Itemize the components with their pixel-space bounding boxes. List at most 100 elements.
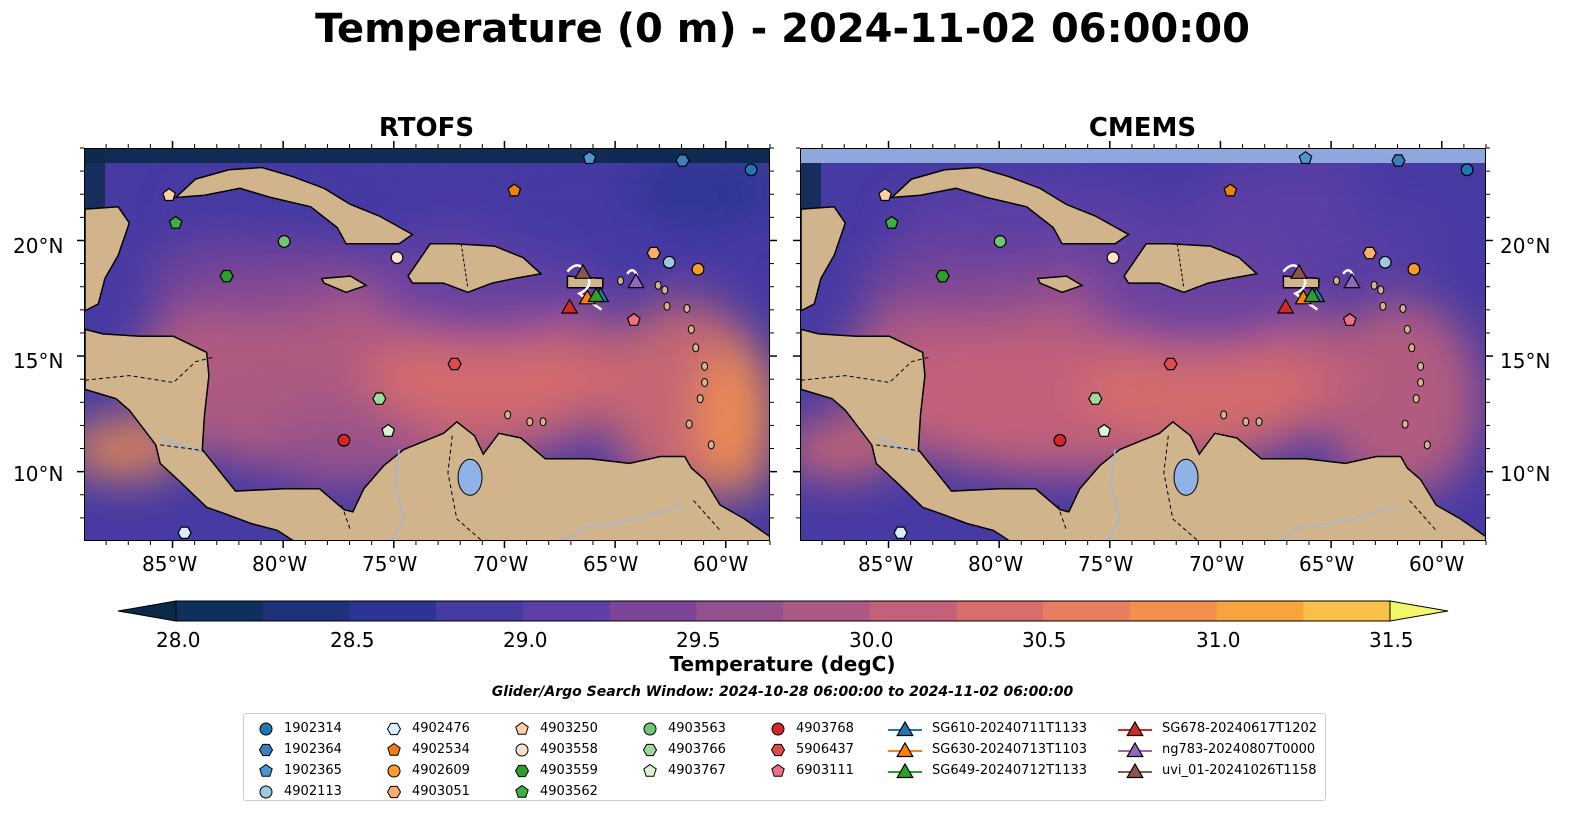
lon-tick-60w: 60°W [693, 552, 749, 576]
legend-item: SG610-20240711T1133 [886, 718, 1087, 739]
legend-label: 4902534 [412, 742, 470, 757]
colorbar-segment [262, 601, 350, 621]
map-rtofs [84, 148, 770, 541]
pentagon-marker-icon [259, 763, 273, 777]
legend-label: 6903111 [796, 763, 854, 778]
island [1333, 276, 1341, 286]
argo-float-1902314 [744, 163, 758, 177]
land-yucatan [801, 206, 847, 312]
argo-float-1902364 [675, 154, 690, 167]
legend-item: 4903767 [640, 760, 726, 781]
legend-label: SG678-20240617T1202 [1162, 721, 1318, 736]
island [1423, 440, 1431, 450]
argo-float-4902476 [893, 526, 908, 539]
colorbar-segment [1043, 601, 1131, 621]
legend-label: 4903250 [540, 721, 598, 736]
hexagon-marker-icon [514, 764, 530, 777]
glider-SG649-20240712T1133 [1303, 286, 1322, 303]
legend-item: 5906437 [768, 739, 854, 760]
glider-ng783-20240807T0000 [1343, 272, 1361, 289]
hexagon-marker-icon [642, 743, 658, 756]
colorbar-label: Temperature (degC) [669, 652, 896, 676]
circle-marker-icon [515, 743, 529, 756]
river [1278, 504, 1399, 540]
island [1417, 361, 1425, 371]
argo-float-5906437 [447, 357, 462, 371]
colorbar-segment [436, 601, 524, 621]
argo-float-4903562 [884, 215, 899, 229]
legend-label: ng783-20240807T0000 [1162, 742, 1316, 757]
colorbar-segment [869, 601, 957, 621]
argo-float-4903766 [372, 392, 387, 405]
pentagon-marker-icon [643, 763, 657, 777]
pentagon-marker-icon [515, 721, 529, 735]
glider-legend-icon [1118, 741, 1152, 757]
argo-float-4903563 [993, 235, 1007, 248]
legend-label: 4902476 [412, 721, 470, 736]
legend-label: 4902609 [412, 763, 470, 778]
legend-item: 1902365 [256, 760, 342, 781]
lat-tick-10n: 10°N [1500, 462, 1551, 486]
land-central [85, 328, 769, 540]
legend-item: 6903111 [768, 760, 854, 781]
hexagon-marker-icon [386, 722, 402, 735]
legend-label: SG630-20240713T1103 [932, 742, 1088, 757]
argo-float-4902113 [662, 255, 676, 269]
legend-item: 4903558 [512, 739, 598, 760]
lon-tick-85w: 85°W [858, 552, 914, 576]
colorbar-segment [522, 601, 611, 621]
glider-ng783-20240807T0000 [627, 272, 645, 289]
lake-maracaibo [1173, 458, 1199, 496]
land-cuba [889, 166, 1130, 245]
argo-float-4903559 [219, 269, 234, 283]
argo-float-4902113 [1378, 255, 1392, 269]
island [1401, 419, 1409, 429]
panel-title-rtofs: RTOFS [378, 113, 475, 143]
island [707, 440, 715, 450]
island [504, 410, 512, 420]
legend-label: SG649-20240712T1133 [932, 763, 1088, 778]
legend-item: SG678-20240617T1202 [1116, 718, 1317, 739]
legend-label: 4903562 [540, 784, 598, 799]
colorbar-frame [175, 600, 1391, 622]
island [1379, 301, 1387, 311]
colorbar-segment [1129, 601, 1218, 621]
island [696, 394, 704, 404]
search-window-caption: Glider/Argo Search Window: 2024-10-28 06… [491, 684, 1074, 700]
argo-float-5906437 [1163, 357, 1178, 371]
legend-column: 4903768 5906437 6903111 [768, 718, 854, 781]
land-yucatan [85, 206, 131, 312]
legend-label: 4903558 [540, 742, 598, 757]
legend-column: 1902314 1902364 1902365 4902113 [256, 718, 342, 802]
colorbar-tick: 29.0 [503, 628, 548, 652]
glider-uvi_01-20241026T1158 [574, 263, 592, 279]
border [1176, 243, 1185, 288]
argo-float-1902365 [1298, 150, 1313, 165]
island [683, 304, 691, 314]
lake-maracaibo [457, 458, 483, 496]
border [160, 444, 205, 453]
colorbar-tick: 30.0 [849, 628, 894, 652]
argo-float-4903051 [1362, 246, 1377, 260]
argo-float-4903768 [337, 433, 351, 447]
island [663, 301, 671, 311]
legend-item: 4902609 [384, 760, 470, 781]
argo-float-4902534 [507, 183, 522, 197]
legend-item: SG630-20240713T1103 [886, 739, 1087, 760]
land-hispaniola [407, 243, 543, 294]
lake-nicaragua [875, 437, 919, 453]
border [447, 435, 482, 540]
legend-item: ng783-20240807T0000 [1116, 739, 1317, 760]
argo-float-1902364 [1391, 154, 1406, 167]
colorbar-tick: 29.5 [676, 628, 721, 652]
pentagon-marker-icon [387, 742, 401, 756]
island [1412, 394, 1420, 404]
legend-label: uvi_01-20241026T1158 [1162, 763, 1317, 778]
legend-item: 1902314 [256, 718, 342, 739]
circle-marker-icon [259, 785, 273, 798]
colorbar-segment [696, 601, 784, 621]
land-jamaica [320, 275, 368, 294]
argo-float-4903558 [1106, 251, 1120, 265]
border [876, 444, 921, 453]
colorbar-extend-high [1389, 600, 1449, 622]
